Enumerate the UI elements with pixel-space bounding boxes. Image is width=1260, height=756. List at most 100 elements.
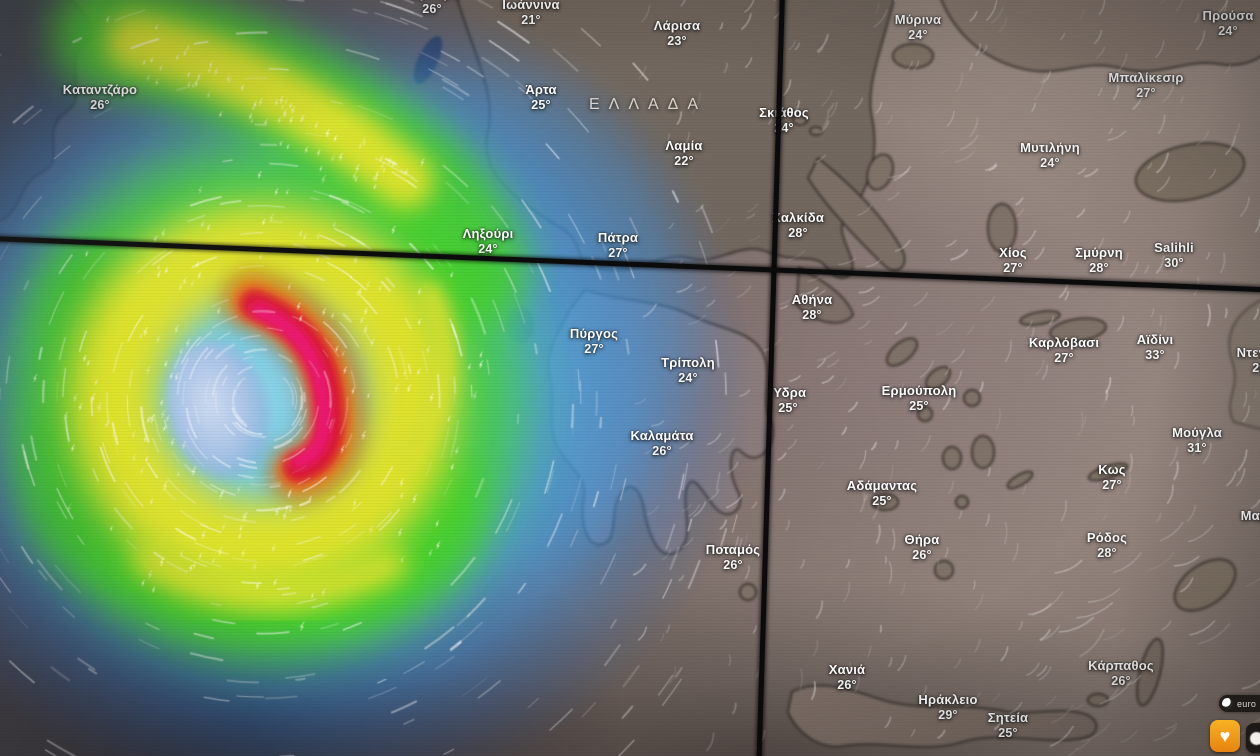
clipped-app-icon bbox=[1246, 723, 1260, 753]
city-label: Μπαλίκεσιρ 27° bbox=[1108, 70, 1183, 102]
city-temp: 26° bbox=[723, 558, 743, 573]
city-name: Salihli bbox=[1154, 240, 1194, 255]
city-label: Αθήνα 28° bbox=[792, 292, 833, 324]
city-label: Κως 27° bbox=[1098, 462, 1125, 494]
clipped-app-dot-icon bbox=[1250, 731, 1260, 745]
city-label: Χίος 27° bbox=[999, 245, 1027, 277]
city-label: Μαρμαρίς28° bbox=[1241, 508, 1260, 540]
city-name: Σμύρνη bbox=[1075, 245, 1123, 260]
city-temp: 25° bbox=[872, 494, 892, 509]
city-temp: 25° bbox=[909, 399, 929, 414]
city-temp: 24° bbox=[1218, 24, 1238, 39]
city-label: Ντενιζλί29° bbox=[1237, 345, 1260, 377]
city-label: Κάρπαθος 26° bbox=[1088, 658, 1154, 690]
city-name: Λαμία bbox=[665, 138, 703, 153]
city-temp: 24° bbox=[478, 242, 498, 257]
city-name: Άρτα bbox=[525, 82, 557, 97]
city-name: Τρίπολη bbox=[661, 355, 715, 370]
city-name: Πάτρα bbox=[597, 230, 639, 245]
city-label: Σκιάθος 24° bbox=[759, 105, 809, 137]
city-name: Ντενιζλί bbox=[1236, 345, 1260, 360]
city-temp: 26° bbox=[1111, 674, 1131, 689]
city-label: Ποταμός 26° bbox=[706, 542, 760, 574]
city-label: Αδάμαντας 25° bbox=[847, 478, 917, 510]
city-label: Καταντζάρο 26° bbox=[63, 82, 137, 114]
city-label: Ληξούρι 24° bbox=[463, 226, 514, 258]
city-name: Ηράκλειο bbox=[918, 692, 978, 707]
city-name: Καλαμάτα bbox=[630, 428, 694, 443]
city-temp: 24° bbox=[908, 28, 928, 43]
city-name: Σητεία bbox=[987, 710, 1029, 725]
country-label: ΕΛΛΑΔΑ bbox=[588, 96, 708, 113]
city-label: Σμύρνη 28° bbox=[1075, 245, 1123, 277]
city-label: Πάτρα 27° bbox=[598, 230, 638, 262]
city-label: Λαμία 22° bbox=[665, 138, 702, 170]
city-name: Μύρινα bbox=[894, 12, 942, 27]
watermark-text: euro bbox=[1237, 698, 1257, 709]
photo-agency-watermark: euro bbox=[1219, 695, 1260, 712]
city-temp: 27° bbox=[584, 342, 604, 357]
city-label: Κέρκυρα26° bbox=[404, 0, 460, 18]
city-temp: 27° bbox=[608, 246, 628, 261]
city-temp: 25° bbox=[778, 401, 798, 416]
city-name: Χίος bbox=[999, 245, 1027, 260]
city-label: Αϊδίνι 33° bbox=[1137, 332, 1174, 364]
city-temp: 28° bbox=[1241, 524, 1260, 540]
city-temp: 27° bbox=[1054, 351, 1074, 366]
city-name: Λάρισα bbox=[653, 18, 701, 33]
city-name: Ερμούπολη bbox=[881, 383, 957, 398]
city-name: Μπαλίκεσιρ bbox=[1108, 70, 1184, 85]
city-name: Θήρα bbox=[904, 532, 940, 547]
city-name: Μυτιλήνη bbox=[1020, 140, 1080, 155]
city-temp: 29° bbox=[1252, 361, 1260, 376]
city-label: Λάρισα 23° bbox=[654, 18, 700, 50]
city-label: Ρόδος 28° bbox=[1087, 530, 1127, 562]
city-label: Τρίπολη 24° bbox=[661, 355, 715, 387]
city-temp: 28° bbox=[1097, 546, 1117, 561]
city-temp: 26° bbox=[422, 2, 442, 17]
city-name: Ληξούρι bbox=[462, 226, 514, 241]
city-temp: 27° bbox=[1136, 86, 1156, 101]
city-label: Salihli 30° bbox=[1154, 240, 1194, 272]
city-label: Χανιά 26° bbox=[829, 662, 866, 694]
city-label: Καρλόβασι 27° bbox=[1029, 335, 1099, 367]
city-temp: 26° bbox=[837, 678, 857, 693]
city-label: Σητεία 25° bbox=[988, 710, 1029, 742]
city-name: Σκιάθος bbox=[759, 105, 809, 120]
city-temp: 29° bbox=[938, 708, 958, 723]
city-name: Αδάμαντας bbox=[846, 478, 918, 493]
city-name: Κάρπαθος bbox=[1088, 658, 1154, 673]
city-name: Αϊδίνι bbox=[1136, 332, 1174, 347]
city-label: Θήρα 26° bbox=[905, 532, 940, 564]
city-name: Ύδρα bbox=[769, 385, 807, 400]
city-name: Ρόδος bbox=[1086, 530, 1128, 545]
city-name: Χανιά bbox=[828, 662, 866, 677]
city-temp: 27° bbox=[1003, 261, 1023, 276]
watermark-crescent-icon bbox=[1222, 698, 1233, 709]
city-temp: 26° bbox=[912, 548, 932, 563]
city-temp: 25° bbox=[998, 726, 1018, 741]
city-temp: 21° bbox=[521, 13, 541, 28]
city-name: Πύργος bbox=[569, 326, 619, 341]
city-label: Ερμούπολη 25° bbox=[882, 383, 957, 415]
city-temp: 26° bbox=[90, 98, 110, 113]
city-name: Ιωάννινα bbox=[502, 0, 560, 12]
city-name: Καρλόβασι bbox=[1028, 335, 1100, 350]
city-temp: 24° bbox=[774, 121, 794, 136]
city-name: Χαλκίδα bbox=[771, 210, 825, 225]
city-label: Ιωάννινα 21° bbox=[502, 0, 559, 29]
city-name: Κως bbox=[1098, 462, 1126, 477]
city-temp: 28° bbox=[1089, 261, 1109, 276]
heart-app-icon: ♥ bbox=[1210, 720, 1240, 752]
city-name: Προύσα bbox=[1202, 8, 1254, 23]
city-temp: 31° bbox=[1187, 441, 1207, 456]
city-temp: 23° bbox=[667, 34, 687, 49]
city-temp: 28° bbox=[788, 226, 808, 241]
city-label: Μυτιλήνη 24° bbox=[1020, 140, 1080, 172]
city-name: Καταντζάρο bbox=[62, 82, 138, 97]
city-temp: 26° bbox=[652, 444, 672, 459]
city-label: Άρτα 25° bbox=[525, 82, 556, 114]
city-name: Μαρμαρίς bbox=[1240, 508, 1260, 523]
